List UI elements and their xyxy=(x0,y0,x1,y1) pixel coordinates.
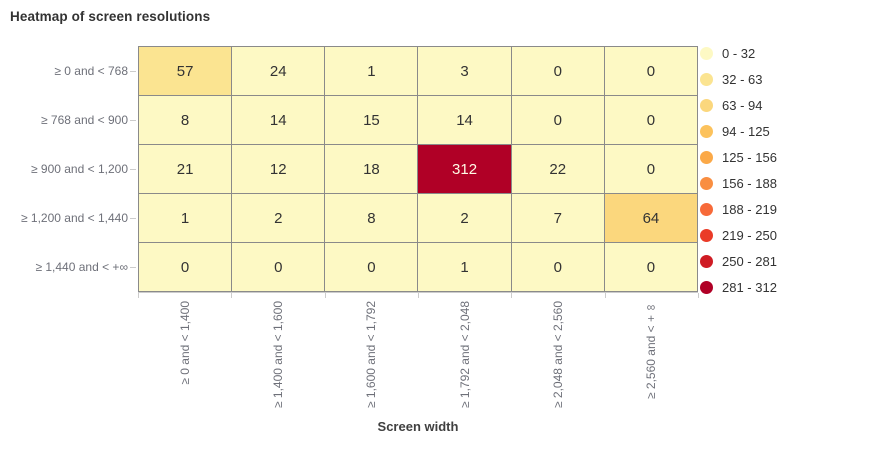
heatmap-cell[interactable]: 21 xyxy=(139,145,232,193)
heatmap-cell[interactable]: 15 xyxy=(325,96,418,144)
legend-item-label: 219 - 250 xyxy=(722,227,777,243)
heatmap-cell[interactable]: 1 xyxy=(139,194,232,242)
legend-item[interactable]: 125 - 156 xyxy=(700,144,777,170)
legend-item-label: 94 - 125 xyxy=(722,123,770,139)
heatmap-cell[interactable]: 0 xyxy=(139,243,232,291)
legend-swatch xyxy=(700,124,713,138)
legend-item[interactable]: 250 - 281 xyxy=(700,248,777,274)
heatmap-cell[interactable]: 2 xyxy=(418,194,511,242)
legend-item-label: 32 - 63 xyxy=(722,71,763,87)
legend-item[interactable]: 0 - 32 xyxy=(700,40,777,66)
heatmap-cell[interactable]: 0 xyxy=(511,47,604,95)
legend-item[interactable]: 94 - 125 xyxy=(700,118,777,144)
x-axis-label: ≥ 1,600 and < 1,792 xyxy=(364,301,378,409)
y-axis-label: ≥ 900 and < 1,200 xyxy=(30,162,128,176)
heatmap-cell[interactable]: 14 xyxy=(232,96,325,144)
heatmap-cell[interactable]: 8 xyxy=(325,194,418,242)
heatmap-cell[interactable]: 0 xyxy=(511,243,604,291)
legend-swatch xyxy=(700,46,713,60)
x-axis-tick xyxy=(138,293,139,298)
legend-item-label: 188 - 219 xyxy=(722,201,777,217)
legend-swatch xyxy=(700,254,713,268)
y-axis-tick xyxy=(130,120,136,121)
legend-item-label: 250 - 281 xyxy=(722,253,777,269)
legend-swatch xyxy=(700,202,713,216)
legend-item[interactable]: 281 - 312 xyxy=(700,274,777,300)
legend-item[interactable]: 188 - 219 xyxy=(700,196,777,222)
x-axis-label: ≥ 2,560 and < +∞ xyxy=(644,301,658,399)
heatmap-cell[interactable]: 12 xyxy=(232,145,325,193)
heatmap-cell[interactable]: 64 xyxy=(604,194,697,242)
legend-swatch xyxy=(700,98,713,112)
legend-swatch xyxy=(700,228,713,242)
legend-item[interactable]: 156 - 188 xyxy=(700,170,777,196)
y-axis-label: ≥ 768 and < 900 xyxy=(41,112,128,127)
legend-item[interactable]: 32 - 63 xyxy=(700,66,777,92)
heatmap-cell[interactable]: 2 xyxy=(232,194,325,242)
x-axis-tick xyxy=(325,293,326,298)
heatmap-cell[interactable]: 57 xyxy=(139,47,232,95)
y-axis-label: ≥ 1,440 and < +∞ xyxy=(35,260,128,275)
heatmap-cell[interactable]: 0 xyxy=(604,145,697,193)
x-axis-title: Screen width xyxy=(377,419,459,434)
heatmap-cell[interactable]: 24 xyxy=(232,47,325,95)
heatmap-cell[interactable]: 0 xyxy=(604,96,697,144)
x-axis-tick xyxy=(418,293,419,298)
heatmap-cell[interactable]: 18 xyxy=(325,145,418,193)
legend-swatch xyxy=(700,280,713,294)
x-axis-tick xyxy=(231,293,232,298)
heatmap-cell[interactable]: 0 xyxy=(232,243,325,291)
legend-swatch xyxy=(700,72,713,86)
y-axis-label: ≥ 1,200 and < 1,440 xyxy=(20,211,128,226)
legend-item-label: 281 - 312 xyxy=(722,279,777,295)
y-axis-tick xyxy=(130,169,136,170)
heatmap-grid: 57 24 1 3 0 0 8 14 15 14 0 0 21 12 18 312 22 0 1 2 8 2 7 64 0 0 0 1… xyxy=(138,46,698,292)
x-axis-label: ≥ 1,792 and < 2,048 xyxy=(458,301,472,409)
x-axis-tick xyxy=(511,293,512,298)
heatmap-cell[interactable]: 0 xyxy=(325,243,418,291)
chart-title: Heatmap of screen resolutions xyxy=(10,9,211,24)
heatmap-cell[interactable]: 14 xyxy=(418,96,511,144)
y-axis-tick xyxy=(130,218,136,219)
y-axis-label: ≥ 0 and < 768 xyxy=(54,63,128,78)
legend-item-label: 156 - 188 xyxy=(722,175,777,191)
y-axis-tick xyxy=(130,71,136,72)
legend-item[interactable]: 63 - 94 xyxy=(700,92,777,118)
x-axis-tick xyxy=(698,293,699,298)
x-axis-line xyxy=(138,292,698,293)
legend-swatch xyxy=(700,150,713,164)
heatmap-cell[interactable]: 312 xyxy=(418,145,511,193)
heatmap-cell[interactable]: 22 xyxy=(511,145,604,193)
x-axis-label: ≥ 2,048 and < 2,560 xyxy=(551,301,565,409)
legend-swatch xyxy=(700,176,713,190)
x-axis-label: ≥ 1,400 and < 1,600 xyxy=(271,301,285,409)
heatmap-cell[interactable]: 0 xyxy=(604,47,697,95)
legend-item[interactable]: 219 - 250 xyxy=(700,222,777,248)
x-axis-label: ≥ 0 and < 1,400 xyxy=(178,301,192,385)
legend: 0 - 32 32 - 63 63 - 94 94 - 125 125 - 156 156… xyxy=(700,40,777,300)
x-axis-tick xyxy=(605,293,606,298)
legend-item-label: 125 - 156 xyxy=(722,149,777,165)
heatmap-cell[interactable]: 1 xyxy=(325,47,418,95)
legend-item-label: 63 - 94 xyxy=(722,97,763,113)
legend-item-label: 0 - 32 xyxy=(722,45,756,61)
heatmap-cell[interactable]: 0 xyxy=(604,243,697,291)
heatmap-cell[interactable]: 3 xyxy=(418,47,511,95)
heatmap-cell[interactable]: 0 xyxy=(511,96,604,144)
heatmap-cell[interactable]: 1 xyxy=(418,243,511,291)
heatmap-cell[interactable]: 8 xyxy=(139,96,232,144)
y-axis-tick xyxy=(130,267,136,268)
heatmap-cell[interactable]: 7 xyxy=(511,194,604,242)
